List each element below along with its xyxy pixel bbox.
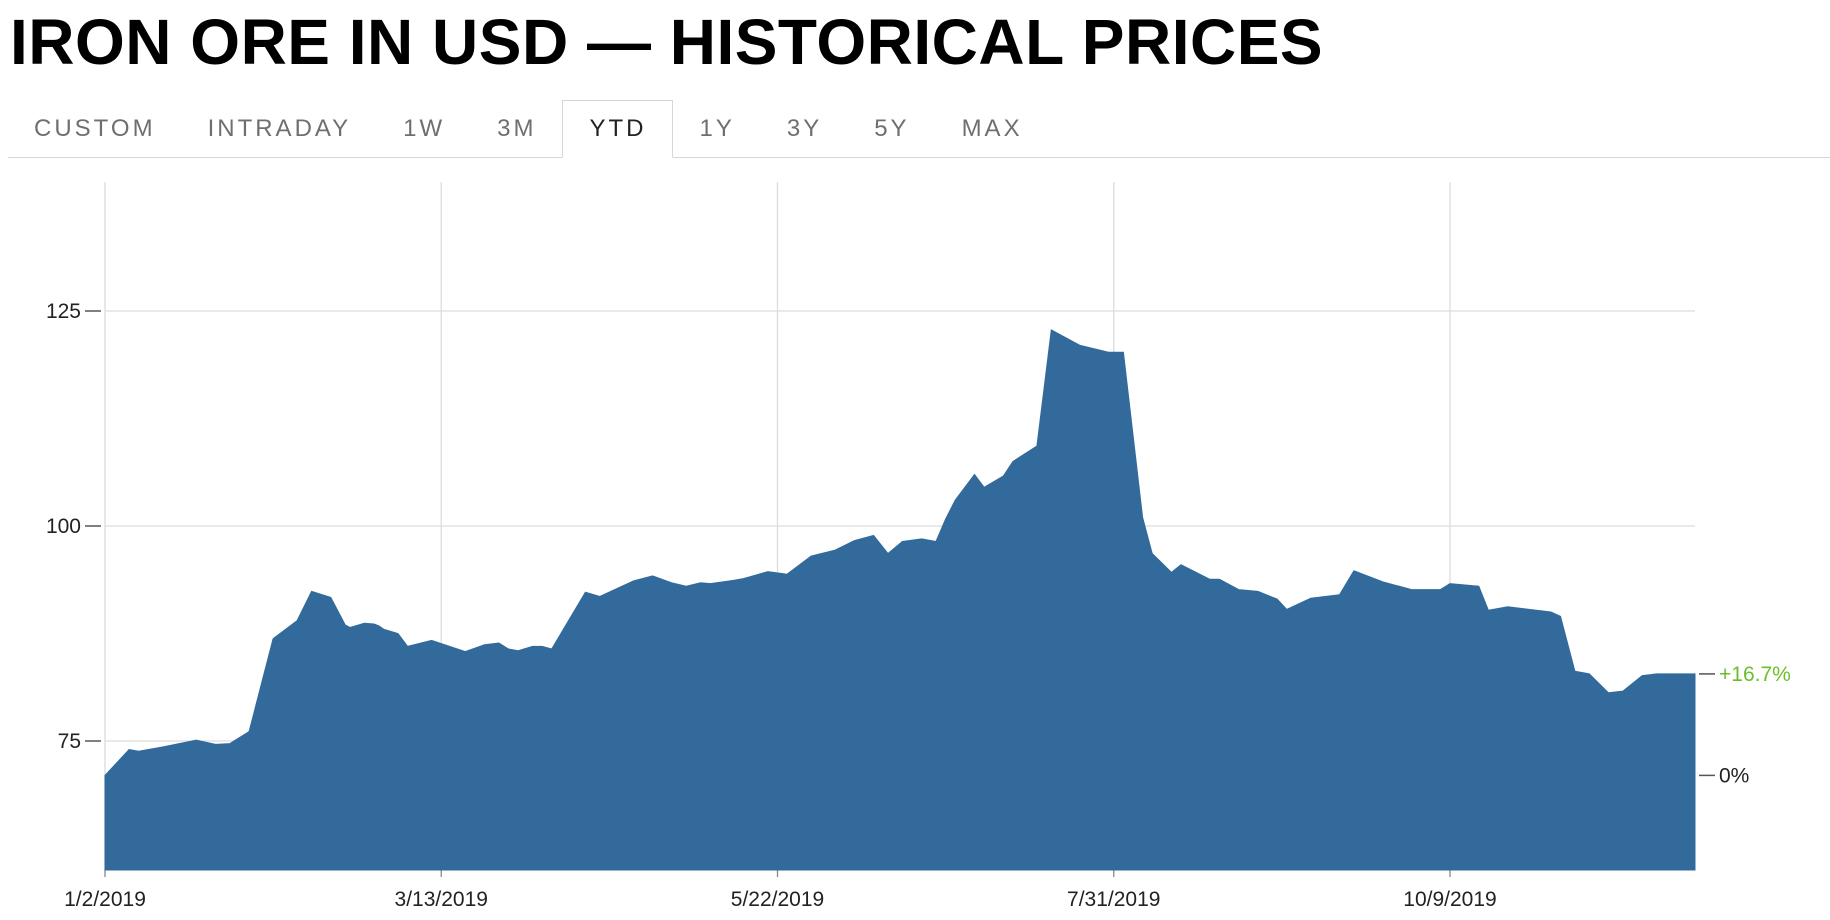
- x-tick-label: 3/13/2019: [395, 888, 488, 910]
- tab-intraday[interactable]: INTRADAY: [207, 114, 352, 142]
- tab-3m[interactable]: 3M: [497, 114, 537, 142]
- tab-3y[interactable]: 3Y: [786, 114, 823, 142]
- y-tick-label: 125: [46, 300, 81, 323]
- x-tick-label: 10/9/2019: [1403, 888, 1496, 910]
- price-area: [104, 329, 1696, 871]
- y-tick-label: 100: [46, 515, 81, 538]
- tab-custom[interactable]: CUSTOM: [34, 114, 156, 142]
- baseline-percent-label: 0%: [1719, 764, 1749, 787]
- tab-max[interactable]: MAX: [961, 114, 1023, 142]
- tab-1y[interactable]: 1Y: [699, 114, 735, 142]
- page-title: IRON ORE IN USD — HISTORICAL PRICES: [10, 6, 1324, 78]
- x-tick-label: 7/31/2019: [1067, 888, 1160, 910]
- tab-ytd[interactable]: YTD: [562, 100, 674, 158]
- tab-1w[interactable]: 1W: [403, 114, 446, 142]
- y-tick-label: 75: [58, 730, 81, 753]
- x-tick-label: 1/2/2019: [64, 888, 146, 910]
- x-tick-label: 5/22/2019: [731, 888, 824, 910]
- tab-5y[interactable]: 5Y: [874, 114, 910, 142]
- price-chart: 1/2/2019 3/13/2019 5/22/2019 7/31/2019 10/9/…: [46, 182, 1791, 910]
- change-percent-label: +16.7%: [1719, 663, 1791, 686]
- range-tabs: CUSTOM INTRADAY 1W 3M YTD 1Y 3Y 5Y MAX: [8, 100, 1830, 158]
